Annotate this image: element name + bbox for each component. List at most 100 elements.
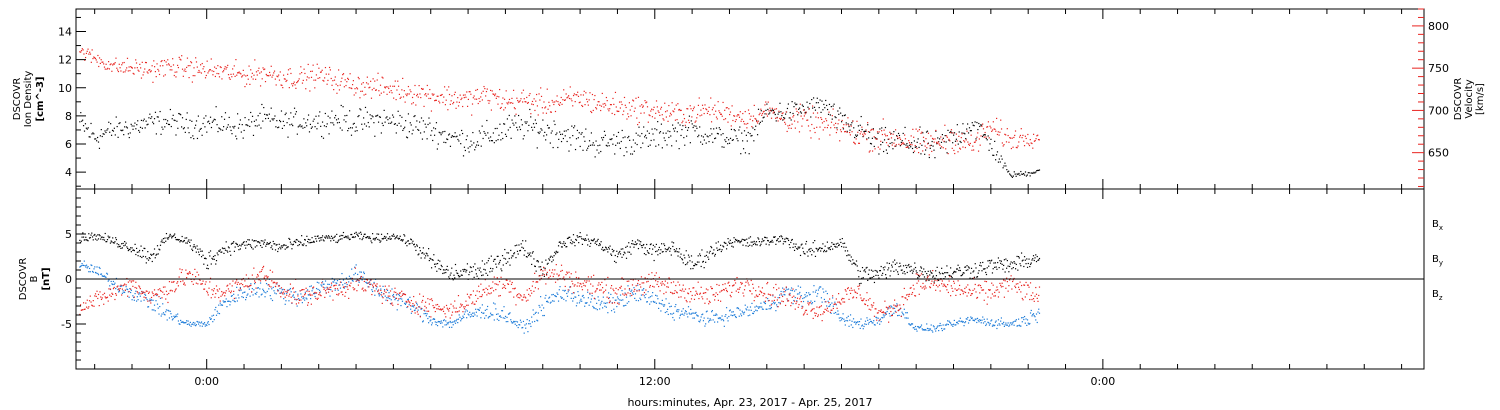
velocity-point-88 xyxy=(151,65,153,67)
by-point-342 xyxy=(334,289,336,291)
bx-point-644 xyxy=(560,242,562,244)
density-point-769 xyxy=(797,114,799,116)
bx-point-731 xyxy=(625,246,627,248)
by-point-690 xyxy=(594,298,596,300)
bx-point-942 xyxy=(782,243,784,245)
density-point-1007 xyxy=(1019,174,1021,176)
bx-point-545 xyxy=(486,262,488,264)
bz-point-41 xyxy=(109,288,112,290)
by-point-1193 xyxy=(970,316,972,318)
by-point-828 xyxy=(697,315,699,317)
by-point-1268 xyxy=(1026,324,1028,327)
density-point-694 xyxy=(727,143,729,145)
by-point-1228 xyxy=(996,327,998,330)
bx-point-638 xyxy=(555,250,557,252)
velocity-point-749 xyxy=(694,121,696,123)
velocity-point-901 xyxy=(819,126,821,128)
by-point-1150 xyxy=(938,329,940,332)
by-point-1083 xyxy=(888,307,890,309)
density-point-864 xyxy=(885,149,887,151)
velocity-point-142 xyxy=(195,61,198,63)
bx-point-785 xyxy=(665,250,667,253)
bx-point-1083 xyxy=(888,267,890,269)
velocity-point-889 xyxy=(809,130,811,132)
bx-point-222 xyxy=(245,247,247,249)
bx-point-946 xyxy=(785,237,787,239)
by-point-1075 xyxy=(882,317,884,319)
velocity-point-32 xyxy=(105,63,107,65)
bx-point-435 xyxy=(404,235,406,237)
velocity-point-1043 xyxy=(936,141,938,144)
by-point-769 xyxy=(653,301,655,303)
density-point-71 xyxy=(145,120,147,122)
by-point-406 xyxy=(382,285,384,287)
bx-point-1019 xyxy=(840,241,842,244)
bx-point-876 xyxy=(733,237,735,239)
density-point-693 xyxy=(726,136,728,139)
by-point-628 xyxy=(548,297,550,299)
bx-point-719 xyxy=(616,250,618,252)
by-point-231 xyxy=(251,287,253,290)
density-point-259 xyxy=(321,135,323,138)
velocity-point-472 xyxy=(466,105,469,107)
density-point-276 xyxy=(336,122,339,124)
bx-point-294 xyxy=(298,244,300,246)
density-point-61 xyxy=(136,124,138,126)
velocity-point-234 xyxy=(271,76,273,78)
density-point-868 xyxy=(889,142,891,145)
bx-point-10 xyxy=(86,239,88,241)
by-point-781 xyxy=(662,304,664,306)
by-point-399 xyxy=(377,290,379,292)
density-point-857 xyxy=(879,128,881,130)
density-point-10 xyxy=(88,136,90,138)
bx-point-807 xyxy=(681,259,684,261)
by-point-89 xyxy=(145,297,147,299)
density-point-777 xyxy=(804,111,806,114)
bz-point-162 xyxy=(200,283,202,285)
by-point-854 xyxy=(717,321,719,323)
velocity-point-629 xyxy=(595,108,598,110)
by-point-1128 xyxy=(921,328,923,330)
by-point-191 xyxy=(221,304,224,306)
bx-point-50 xyxy=(116,243,118,245)
density-point-937 xyxy=(953,132,956,134)
velocity-point-258 xyxy=(291,83,293,85)
bx-point-389 xyxy=(369,237,371,240)
velocity-point-1056 xyxy=(946,136,948,138)
by-point-1197 xyxy=(973,319,975,322)
bz-point-81 xyxy=(139,288,141,290)
bx-point-211 xyxy=(236,243,239,246)
by-point-689 xyxy=(593,307,595,309)
density-point-975 xyxy=(989,143,991,145)
velocity-point-28 xyxy=(102,61,104,63)
velocity-point-89 xyxy=(152,81,154,83)
bx-point-524 xyxy=(470,266,472,269)
density-point-217 xyxy=(281,127,284,129)
bx-point-514 xyxy=(463,270,465,272)
velocity-point-698 xyxy=(652,109,654,111)
bx-point-748 xyxy=(637,247,640,250)
bx-point-399 xyxy=(377,238,379,240)
velocity-point-807 xyxy=(742,112,744,115)
bx-point-149 xyxy=(190,239,192,241)
velocity-point-424 xyxy=(427,93,429,95)
velocity-point-38 xyxy=(110,63,112,65)
density-point-681 xyxy=(714,137,717,139)
velocity-point-1041 xyxy=(934,138,936,140)
bx-point-201 xyxy=(229,250,231,252)
by-point-648 xyxy=(563,298,565,300)
by-point-756 xyxy=(643,295,646,297)
velocity-point-968 xyxy=(874,148,876,150)
density-point-793 xyxy=(819,99,821,101)
density-point-801 xyxy=(826,108,829,111)
bx-point-1259 xyxy=(1019,263,1021,265)
bx-point-1011 xyxy=(834,245,836,248)
bx-point-319 xyxy=(317,235,319,237)
by-point-431 xyxy=(401,298,403,300)
density-point-604 xyxy=(643,126,645,128)
by-point-981 xyxy=(811,302,814,304)
bx-point-34 xyxy=(104,232,106,235)
velocity-point-91 xyxy=(153,66,156,68)
bx-point-864 xyxy=(724,242,726,244)
by-point-1149 xyxy=(937,325,939,327)
